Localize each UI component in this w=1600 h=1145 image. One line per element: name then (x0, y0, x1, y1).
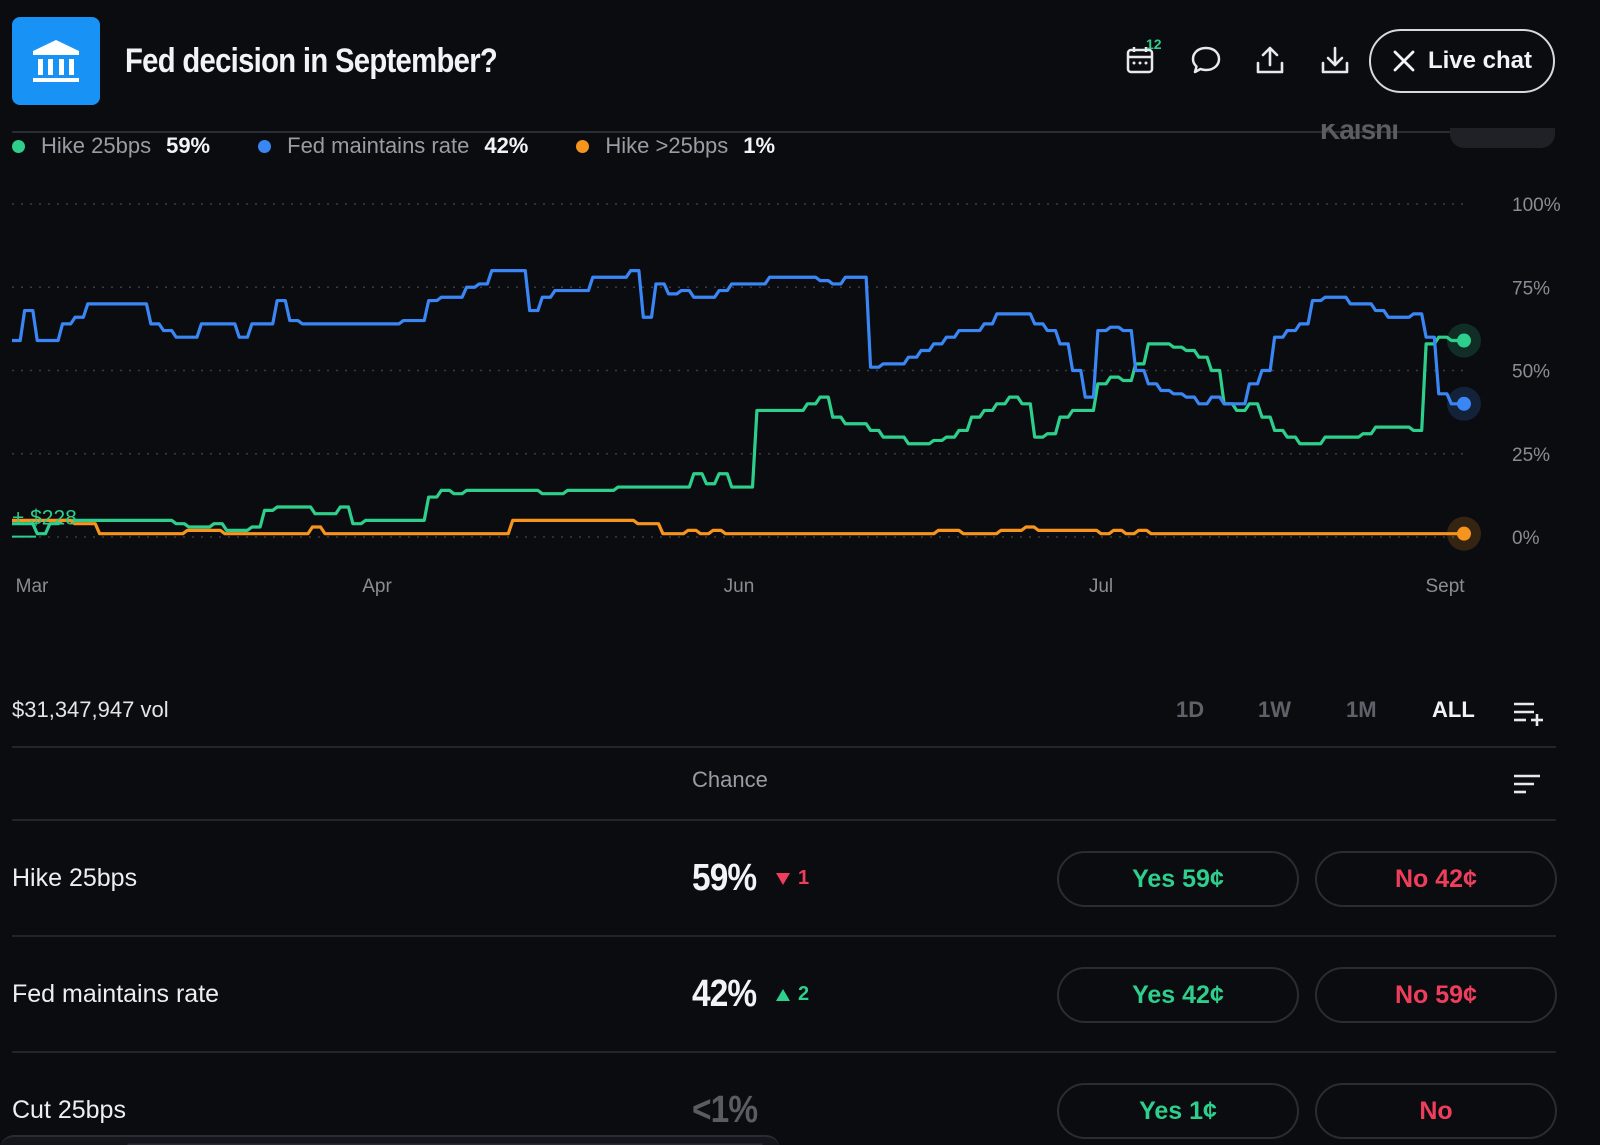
series-line (12, 518, 1464, 536)
chance-column-header: Chance (692, 767, 768, 792)
header-divider (12, 131, 1554, 133)
upload-icon (1256, 46, 1284, 74)
position-annotation: + $228 (12, 507, 77, 530)
comments-button[interactable] (1188, 42, 1224, 78)
change-value: 1 (798, 867, 810, 889)
x-tick-label: Mar (16, 576, 49, 597)
y-tick-label: 50% (1512, 362, 1550, 383)
range-1m-button[interactable]: 1M (1346, 697, 1377, 722)
legend-item-hike-over-25bps: Hike >25bps 1% (576, 133, 775, 159)
triangle-up-icon (776, 988, 790, 1001)
series-end-dot (1457, 396, 1471, 411)
divider (12, 746, 1556, 748)
divider (12, 819, 1556, 821)
x-tick-label: Sept (1425, 576, 1465, 597)
legend-item-fed-maintains: Fed maintains rate 42% (258, 133, 528, 159)
range-all-button[interactable]: ALL (1432, 697, 1475, 722)
x-tick-label: Jul (1089, 576, 1113, 597)
x-tick-label: Apr (362, 576, 392, 597)
outcome-name-fed-maintains[interactable]: Fed maintains rate (12, 980, 220, 1008)
kalshi-watermark: Kalshi (1320, 124, 1399, 140)
outcome-name-hike-25bps[interactable]: Hike 25bps (12, 864, 138, 892)
calendar-button[interactable] (1123, 42, 1159, 78)
divider (12, 935, 1556, 937)
x-tick-label: Jun (724, 576, 755, 597)
page-title: Fed decision in September? (125, 42, 498, 80)
series-line (12, 335, 1464, 536)
legend-item-hike-25bps: Hike 25bps 59% (12, 133, 210, 159)
y-tick-label: 75% (1512, 278, 1550, 299)
calendar-icon (1126, 47, 1154, 74)
share-button[interactable] (1252, 42, 1288, 78)
series-line (12, 269, 1464, 406)
legend-name: Fed maintains rate (287, 133, 470, 158)
legend-value: 42% (484, 133, 529, 158)
buy-no-button[interactable]: No 59¢ (1315, 967, 1557, 1023)
legend-name: Hike >25bps (605, 133, 729, 158)
chart-toggle-pill[interactable] (1450, 128, 1555, 148)
live-chat-button[interactable]: Live chat (1369, 29, 1555, 93)
triangle-down-icon (776, 872, 790, 885)
series-end-dot (1457, 333, 1471, 348)
legend-dot (258, 139, 272, 153)
y-tick-label: 100% (1512, 195, 1561, 216)
range-1d-button[interactable]: 1D (1176, 697, 1205, 722)
outcome-name-cut-25bps[interactable]: Cut 25bps (12, 1096, 126, 1124)
legend-name: Hike 25bps (41, 133, 152, 158)
sort-icon[interactable] (1512, 772, 1542, 796)
download-icon (1321, 46, 1349, 74)
y-tick-label: 0% (1512, 528, 1540, 549)
buy-yes-button[interactable]: Yes 1¢ (1057, 1083, 1299, 1139)
speech-bubble-icon (1191, 46, 1221, 74)
bottom-sheet-handle[interactable] (0, 1135, 780, 1145)
live-chat-label: Live chat (1427, 47, 1533, 74)
calendar-badge: 12 (1146, 36, 1162, 52)
bank-icon (33, 40, 79, 82)
buy-no-button[interactable]: No 42¢ (1315, 851, 1557, 907)
legend-value: 59% (166, 133, 211, 158)
buy-yes-button[interactable]: Yes 59¢ (1057, 851, 1299, 907)
legend-dot (576, 139, 590, 153)
change-indicator: 1 (775, 867, 809, 890)
chart-legend: Hike 25bps 59% Fed maintains rate 42% Hi… (12, 131, 823, 161)
legend-dot (12, 139, 25, 153)
buy-yes-button[interactable]: Yes 42¢ (1057, 967, 1299, 1023)
download-button[interactable] (1317, 42, 1353, 78)
add-to-list-icon[interactable] (1512, 700, 1546, 726)
series-end-dot (1457, 526, 1471, 541)
close-icon (1393, 50, 1415, 72)
range-1w-button[interactable]: 1W (1258, 697, 1291, 722)
bank-logo (12, 17, 100, 105)
buy-no-button[interactable]: No (1315, 1083, 1557, 1139)
y-tick-label: 25% (1512, 445, 1550, 466)
change-value: 2 (798, 983, 810, 1005)
outcome-chance: 42% (692, 973, 757, 1015)
change-indicator: 2 (775, 983, 809, 1006)
legend-value: 1% (743, 133, 776, 158)
page-header: Fed decision in September? 12 Live (0, 0, 1600, 132)
outcome-chance: <1% (692, 1089, 758, 1131)
divider (12, 1051, 1556, 1053)
price-chart: 100% 75% 50% 25% 0% Mar Apr Jun Jul Sept + $228 (12, 195, 1561, 597)
outcome-chance: 59% (692, 857, 757, 899)
volume-label: $31,347,947 vol (12, 697, 169, 722)
